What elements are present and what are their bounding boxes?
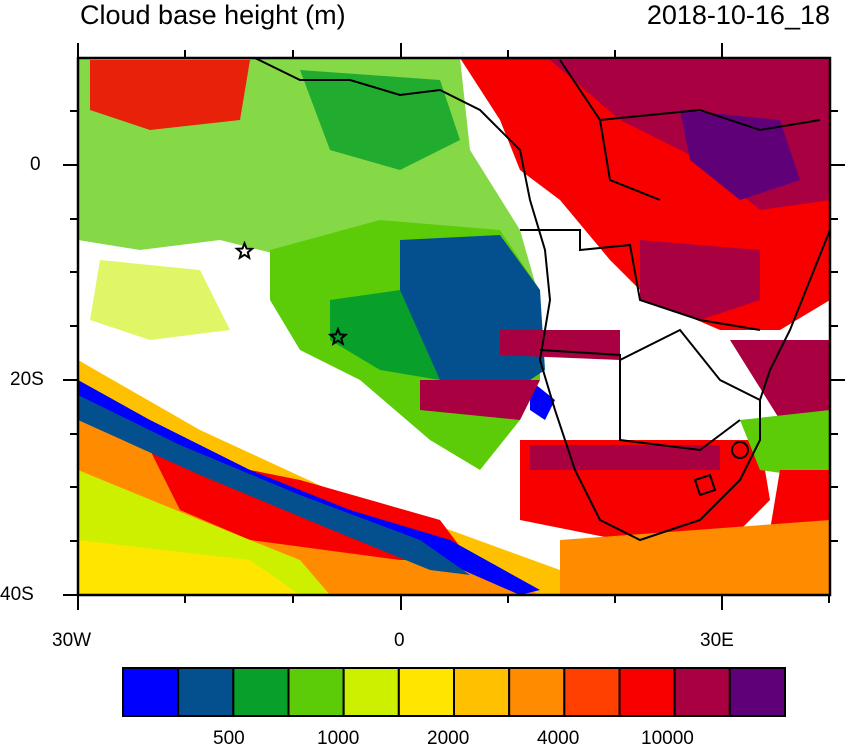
colorbar-box xyxy=(673,667,731,717)
colorbar-box xyxy=(232,667,290,717)
colorbar-label: 500 xyxy=(213,728,245,749)
ticks xyxy=(63,43,845,610)
map-title: Cloud base height (m) xyxy=(80,0,346,30)
star-marker xyxy=(234,240,255,261)
x-tick-label: 30E xyxy=(700,630,734,651)
colorbar-label: 1000 xyxy=(317,728,360,749)
colorbar-box xyxy=(177,667,235,717)
colorbar-box xyxy=(342,667,400,717)
colorbar-box xyxy=(122,667,180,717)
colorbar-label: 10000 xyxy=(641,728,694,749)
colorbar-box xyxy=(508,667,566,717)
cloud-field xyxy=(78,58,830,595)
colorbar-label: 2000 xyxy=(427,728,470,749)
y-tick-label: 0 xyxy=(30,154,41,175)
colorbar-box xyxy=(287,667,345,717)
star-marker xyxy=(327,326,349,346)
y-tick-label: 40S xyxy=(0,584,34,605)
colorbar-box xyxy=(397,667,456,717)
colorbar-label: 4000 xyxy=(537,728,580,749)
colorbar-box xyxy=(453,667,511,717)
colorbar-box xyxy=(618,667,676,717)
map-datetime: 2018-10-16_18 xyxy=(646,0,830,30)
coastlines xyxy=(254,58,830,542)
colorbar-box xyxy=(728,667,786,717)
y-tick-label: 20S xyxy=(10,369,44,390)
x-tick-label: 0 xyxy=(394,630,405,651)
colorbar-box xyxy=(563,667,621,717)
x-tick-label: 30W xyxy=(52,630,92,651)
